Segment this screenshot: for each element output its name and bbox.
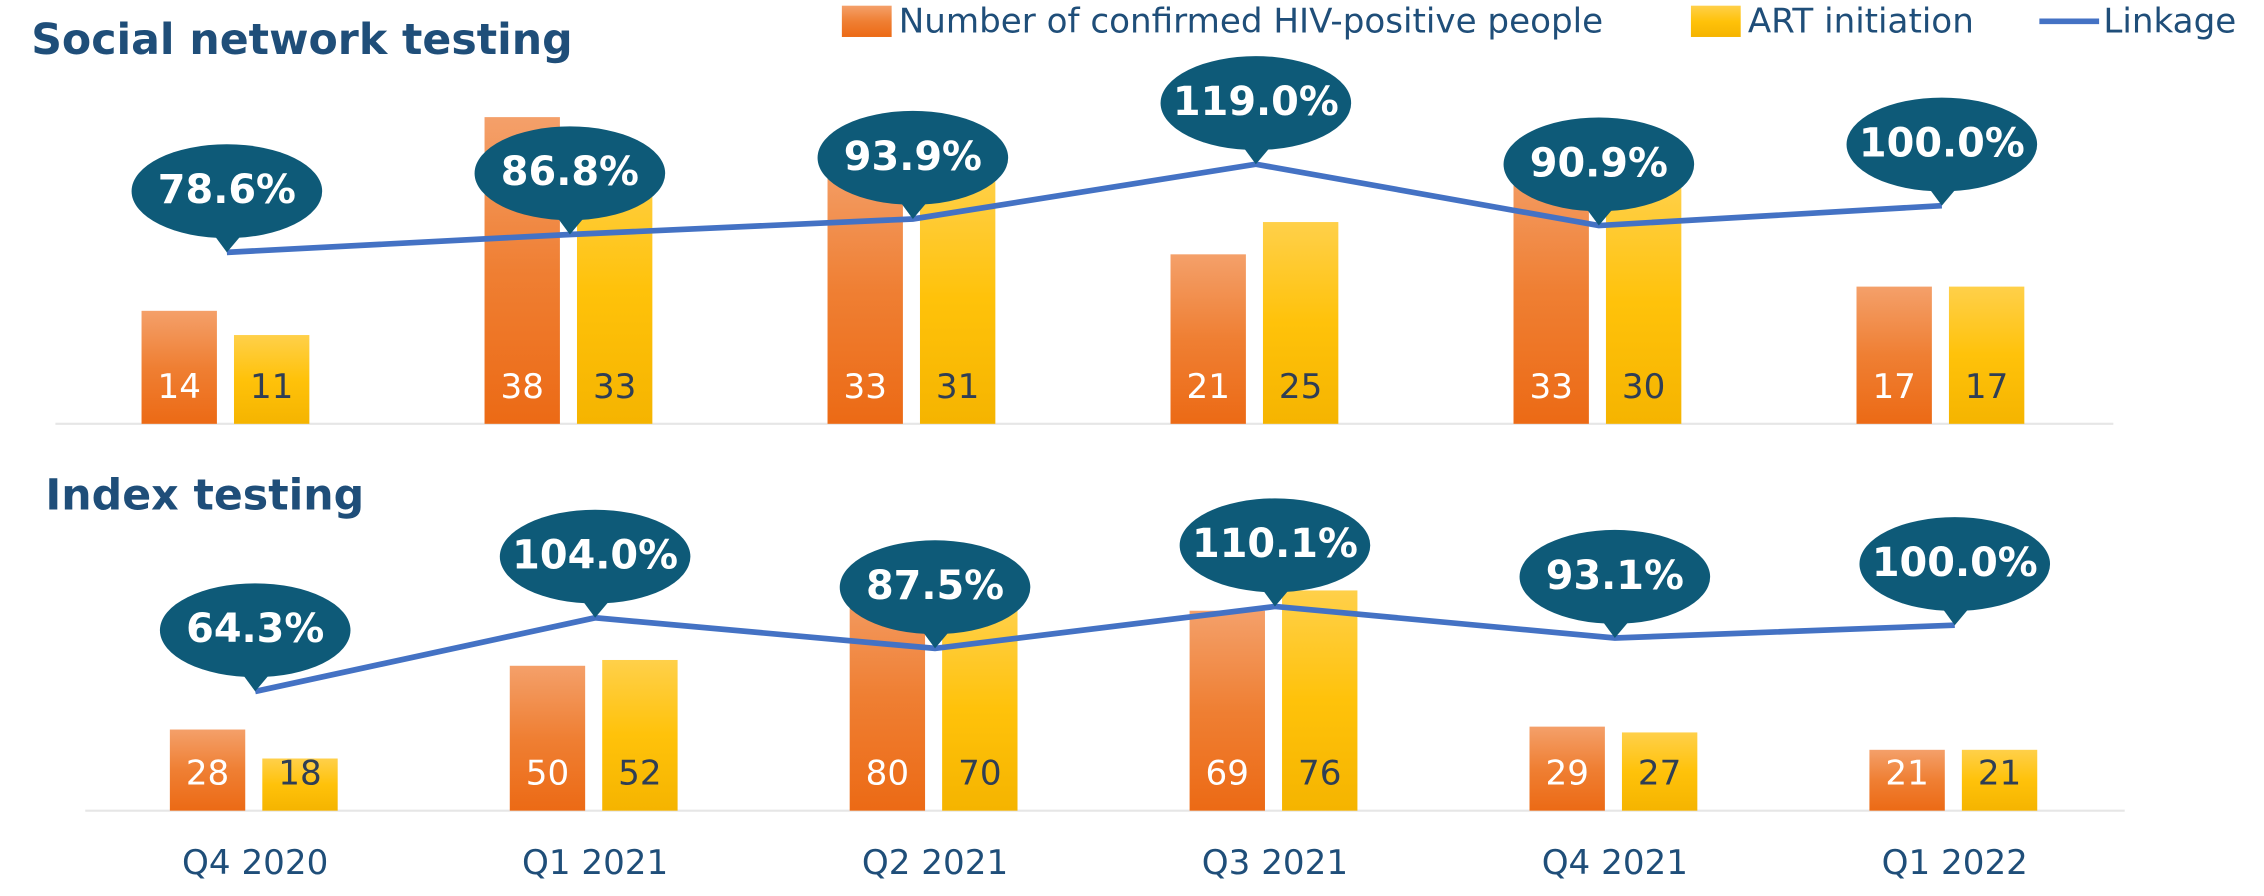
callout — [131, 144, 323, 239]
bar — [1621, 732, 1698, 811]
callout — [1503, 117, 1695, 212]
bar — [1189, 610, 1265, 811]
callout — [474, 126, 666, 221]
bar — [1948, 286, 2025, 424]
bar — [1856, 286, 1932, 424]
bar — [1869, 749, 1945, 811]
callout — [499, 509, 691, 604]
data-label: 31 — [936, 367, 979, 407]
bar — [169, 729, 246, 811]
legend-label: ART initiation — [1748, 1, 1974, 41]
line-label: 64.3% — [186, 606, 324, 652]
data-label: 70 — [958, 754, 1001, 794]
line-label: 104.0% — [512, 533, 678, 579]
bar — [509, 665, 586, 811]
callout — [817, 110, 1009, 205]
bar — [1961, 749, 2038, 811]
data-label: 33 — [843, 367, 886, 407]
line — [254, 603, 1955, 695]
callout — [1179, 498, 1371, 593]
chart-title: Social network testing — [31, 15, 572, 65]
legend-label: Linkage — [2103, 1, 2236, 41]
bar — [602, 659, 678, 811]
callout — [839, 540, 1031, 635]
data-label: 76 — [1298, 754, 1341, 794]
x-tick-label: Q1 2022 — [1882, 843, 2028, 883]
line-label: 100.0% — [1872, 540, 2038, 586]
data-label: 29 — [1545, 754, 1588, 794]
data-label: 17 — [1872, 367, 1915, 407]
line-label: 93.9% — [844, 134, 982, 180]
callout — [159, 583, 351, 678]
x-tick-label: Q4 2020 — [182, 843, 328, 883]
legend-label: Number of confirmed HIV-positive people — [899, 1, 1603, 41]
data-label: 21 — [1978, 754, 2021, 794]
x-tick-label: Q4 2021 — [1542, 843, 1688, 883]
bar — [1529, 726, 1605, 811]
bar — [262, 758, 338, 811]
callout — [1859, 517, 2051, 611]
bar — [1170, 254, 1246, 424]
line-label: 87.5% — [866, 563, 1004, 609]
callout — [1519, 529, 1711, 624]
data-label: 33 — [1529, 367, 1572, 407]
bar — [141, 310, 217, 424]
line-label: 90.9% — [1530, 140, 1668, 186]
data-label: 21 — [1885, 754, 1928, 794]
legend-swatch — [841, 5, 892, 37]
chart-title: Index testing — [45, 470, 364, 520]
data-label: 80 — [866, 754, 909, 794]
data-label: 30 — [1622, 367, 1665, 407]
callout — [1846, 97, 2038, 192]
line-label: 86.8% — [501, 149, 639, 195]
data-label: 69 — [1206, 754, 1249, 794]
data-label: 50 — [526, 754, 569, 794]
data-label: 11 — [250, 367, 293, 407]
line-label: 119.0% — [1173, 79, 1339, 125]
line-label: 78.6% — [158, 167, 296, 213]
data-label: 38 — [501, 367, 544, 407]
data-label: 18 — [278, 754, 321, 794]
line — [226, 161, 1943, 256]
line-label: 100.0% — [1859, 120, 2025, 166]
legend-swatch — [1690, 5, 1741, 37]
data-label: 33 — [593, 367, 636, 407]
bar — [1282, 590, 1358, 811]
data-label: 28 — [186, 754, 229, 794]
data-label: 25 — [1279, 367, 1322, 407]
data-label: 17 — [1965, 367, 2008, 407]
data-label: 27 — [1638, 754, 1681, 794]
data-label: 52 — [618, 754, 661, 794]
data-label: 21 — [1186, 367, 1229, 407]
line-label: 110.1% — [1192, 521, 1358, 567]
x-tick-label: Q1 2021 — [522, 843, 668, 883]
bar — [1262, 222, 1339, 424]
x-tick-label: Q2 2021 — [862, 843, 1008, 883]
data-label: 14 — [158, 367, 201, 407]
line-label: 93.1% — [1546, 553, 1684, 599]
x-tick-label: Q3 2021 — [1202, 843, 1348, 883]
callout — [1160, 56, 1352, 151]
bar — [233, 335, 310, 424]
